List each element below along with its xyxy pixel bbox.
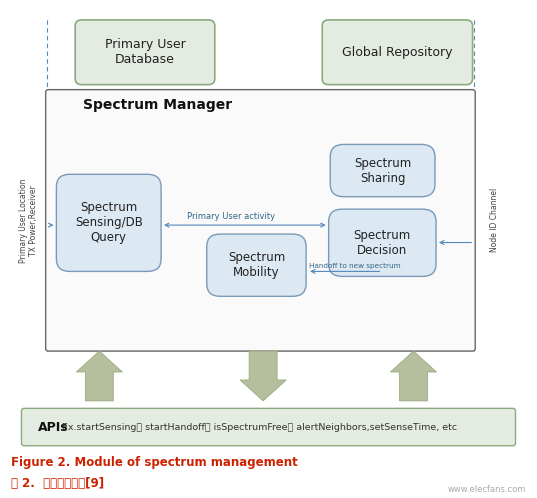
Text: 图 2.  频谱管理模块[9]: 图 2. 频谱管理模块[9] xyxy=(11,477,104,490)
Text: Global Repository: Global Repository xyxy=(342,46,453,59)
Polygon shape xyxy=(240,351,286,401)
Polygon shape xyxy=(390,351,437,401)
Text: Spectrum
Sharing: Spectrum Sharing xyxy=(354,156,411,185)
FancyBboxPatch shape xyxy=(46,90,475,351)
Text: Primary User
Database: Primary User Database xyxy=(105,38,185,66)
FancyBboxPatch shape xyxy=(329,209,436,276)
FancyBboxPatch shape xyxy=(322,20,473,85)
Text: Spectrum
Mobility: Spectrum Mobility xyxy=(228,251,285,279)
FancyBboxPatch shape xyxy=(330,144,435,197)
Text: Node ID Channel: Node ID Channel xyxy=(490,188,499,252)
Text: Primary User Location
TX Power,Receiver: Primary User Location TX Power,Receiver xyxy=(19,178,38,262)
FancyBboxPatch shape xyxy=(21,408,516,446)
Polygon shape xyxy=(76,351,122,401)
Text: Spectrum
Decision: Spectrum Decision xyxy=(354,229,411,257)
Text: Spectrum Manager: Spectrum Manager xyxy=(83,98,233,112)
Text: Ex.startSensing， startHandoff， isSpectrumFree， alertNeighbors,setSenseTime, etc: Ex.startSensing， startHandoff， isSpectru… xyxy=(62,422,457,432)
FancyBboxPatch shape xyxy=(56,174,161,271)
Text: APIs: APIs xyxy=(38,420,68,434)
Text: Primary User activity: Primary User activity xyxy=(187,212,275,221)
FancyBboxPatch shape xyxy=(207,234,306,296)
Text: Spectrum
Sensing/DB
Query: Spectrum Sensing/DB Query xyxy=(75,201,143,245)
FancyBboxPatch shape xyxy=(75,20,215,85)
Text: Figure 2. Module of spectrum management: Figure 2. Module of spectrum management xyxy=(11,456,297,469)
Text: www.elecfans.com: www.elecfans.com xyxy=(448,485,526,494)
Text: Handoff to new spectrum: Handoff to new spectrum xyxy=(309,263,401,269)
